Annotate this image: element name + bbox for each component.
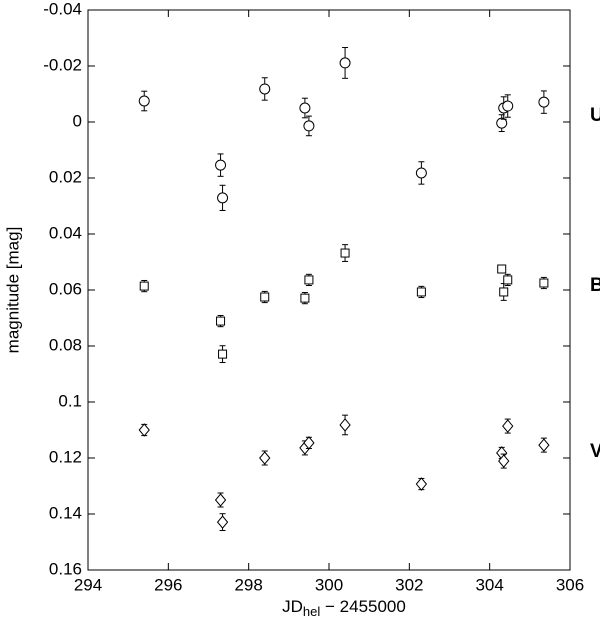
marker-circle <box>259 83 271 95</box>
marker-diamond <box>138 423 150 437</box>
marker-square <box>539 278 549 288</box>
marker-diamond <box>303 436 315 450</box>
x-label-main: JD <box>282 597 303 616</box>
marker-circle <box>538 96 550 108</box>
x-tick-label: 296 <box>154 575 182 594</box>
marker-diamond <box>214 493 227 507</box>
marker-square <box>340 248 350 258</box>
y-tick-label: 0 <box>73 111 82 130</box>
y-tick-label: 0.06 <box>49 279 82 298</box>
y-tick-label: 0.14 <box>49 503 82 522</box>
x-label-sub: hel <box>303 604 320 619</box>
marker-square <box>216 316 226 326</box>
marker-circle <box>299 102 311 114</box>
x-tick-label: 300 <box>315 575 343 594</box>
series-label: B <box>590 275 600 296</box>
marker-circle <box>217 192 229 204</box>
marker-circle <box>496 117 508 129</box>
marker-square <box>260 292 270 302</box>
marker-diamond <box>415 477 428 491</box>
marker-square <box>218 349 228 359</box>
marker-circle <box>339 57 351 69</box>
y-tick-label: 0.12 <box>49 447 82 466</box>
marker-diamond <box>498 454 510 468</box>
marker-square <box>300 293 310 303</box>
marker-diamond <box>259 451 271 465</box>
series-label: U <box>590 105 600 126</box>
x-tick-label: 304 <box>475 575 503 594</box>
marker-circle <box>215 159 227 171</box>
marker-square <box>304 275 314 285</box>
y-tick-label: 0.08 <box>49 335 82 354</box>
series-label: V <box>590 441 600 462</box>
x-axis-label: JDhel − 2455000 <box>282 597 406 619</box>
x-tick-label: 298 <box>234 575 262 594</box>
marker-circle <box>138 95 150 107</box>
x-tick-label: 306 <box>556 575 584 594</box>
y-tick-label: 0.04 <box>49 223 82 242</box>
x-tick-label: 294 <box>74 575 102 594</box>
marker-circle <box>502 100 514 112</box>
marker-circle <box>303 120 315 132</box>
marker-square <box>497 264 507 274</box>
marker-square <box>139 281 149 291</box>
y-tick-label: -0.02 <box>43 55 82 74</box>
marker-square <box>416 287 426 297</box>
marker-diamond <box>502 419 514 433</box>
y-tick-label: -0.04 <box>43 0 82 18</box>
y-tick-label: 0.02 <box>49 167 82 186</box>
y-tick-label: 0.16 <box>49 559 82 578</box>
y-tick-label: 0.1 <box>58 391 82 410</box>
marker-diamond <box>339 418 351 432</box>
plot-frame <box>87 9 571 571</box>
marker-diamond <box>216 515 229 529</box>
marker-diamond <box>538 438 550 452</box>
marker-circle <box>415 167 427 179</box>
marker-square <box>503 275 513 285</box>
marker-square <box>499 287 509 297</box>
x-label-rest: − 2455000 <box>320 597 406 616</box>
x-tick-label: 302 <box>395 575 423 594</box>
y-axis-label: magnitude [mag] <box>3 227 22 354</box>
